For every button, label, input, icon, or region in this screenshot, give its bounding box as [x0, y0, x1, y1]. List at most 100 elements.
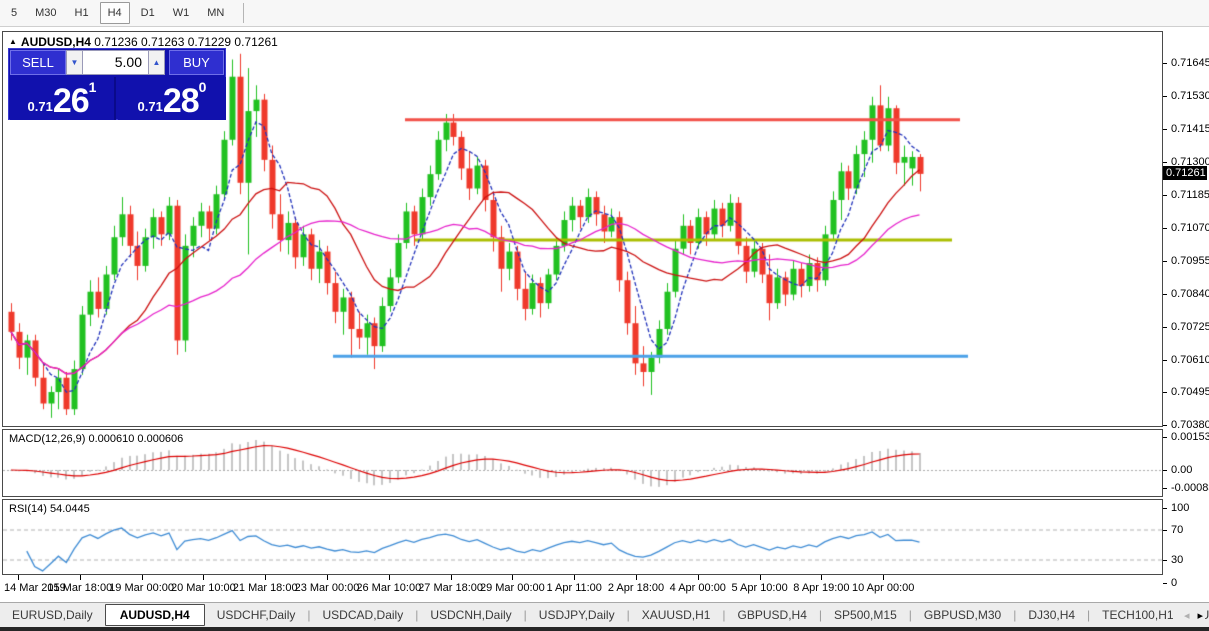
time-label: 26 Mar 10:00 [356, 582, 422, 594]
rsi-axis-label: 30 [1171, 554, 1184, 566]
chart-tab-gbpusd-h4[interactable]: GBPUSD,H4 [737, 608, 807, 622]
price-tick [1163, 425, 1167, 427]
rsi-axis-tick [1163, 560, 1167, 561]
timeframe-button-mn[interactable]: MN [207, 7, 225, 19]
time-tick [821, 575, 823, 580]
price-tick [1163, 95, 1167, 97]
time-tick [759, 575, 761, 580]
volume-decrease-button[interactable]: ▼ [66, 50, 83, 75]
rsi-label: RSI(14) 54.0445 [9, 503, 90, 515]
tab-scroll-left-icon[interactable]: ◂ [1183, 609, 1190, 622]
tab-separator: | [523, 608, 527, 622]
time-tick [636, 575, 637, 580]
timeframe-button-5[interactable]: 5 [11, 7, 18, 19]
time-tick [203, 575, 205, 580]
buy-price[interactable]: 0.71 28 0 [118, 77, 226, 120]
price-axis[interactable]: 0.71645 0.71530 0.71415 0.71300 0.71185 0.710… [1163, 28, 1209, 600]
timeframe-button-m30[interactable]: M30 [35, 7, 57, 19]
chart-tab-usdcad-daily[interactable]: USDCAD,Daily [322, 608, 404, 622]
price-tick-label: 0.70725 [1171, 320, 1209, 333]
price-tick [1163, 392, 1167, 394]
window-bottom-edge [0, 627, 1209, 631]
tab-separator: | [818, 608, 823, 622]
time-label: 29 Mar 00:00 [479, 582, 545, 594]
chart-tab-eurusd-daily[interactable]: EURUSD,Daily [12, 608, 93, 622]
time-label: 8 Apr 19:00 [793, 582, 850, 594]
price-tick-label: 0.71530 [1171, 89, 1209, 102]
chart-tab-dj30-h4[interactable]: DJ30,H4 [1028, 608, 1076, 622]
tab-separator: | [1087, 608, 1091, 622]
price-tick-label: 0.70495 [1171, 386, 1209, 399]
rsi-axis-tick [1163, 582, 1167, 584]
chart-tab-audusd-h4[interactable]: AUDUSD,H4 [104, 604, 205, 626]
price-tick-label: 0.71415 [1171, 122, 1209, 135]
chart-tab-usdcnh-daily[interactable]: USDCNH,Daily [430, 608, 512, 622]
chart-tab-usdchf-daily[interactable]: USDCHF,Daily [216, 608, 296, 622]
chart-tab-sp500-m15[interactable]: SP500,M15 [834, 608, 897, 622]
rsi-panel [2, 499, 1163, 575]
time-label: 21 Mar 18:00 [232, 582, 298, 594]
buy-price-prefix: 0.71 [137, 99, 163, 114]
price-tick [1163, 128, 1167, 130]
buy-button[interactable]: BUY [169, 50, 224, 75]
toolbar-separator [243, 3, 245, 23]
time-label: 15 Mar 18:00 [47, 582, 113, 594]
rsi-axis-label: 100 [1171, 501, 1190, 514]
time-tick [327, 575, 328, 580]
time-label: 1 Apr 11:00 [546, 582, 602, 594]
tab-separator: | [908, 608, 912, 622]
price-tick [1163, 260, 1167, 262]
price-tick-label: 0.70955 [1171, 254, 1209, 267]
time-tick [697, 575, 699, 580]
price-tick-label: 0.70840 [1171, 287, 1209, 300]
chart-ohlc-values: 0.71236 0.71263 0.71229 0.71261 [94, 35, 278, 49]
timeframe-button-w1[interactable]: W1 [172, 7, 190, 19]
time-label: 5 Apr 10:00 [731, 582, 788, 594]
volume-input[interactable]: 5.00 [83, 50, 148, 75]
sell-price-prefix: 0.71 [27, 99, 53, 114]
rsi-axis-label: 70 [1171, 524, 1184, 536]
tab-separator: | [307, 608, 311, 622]
rsi-axis-tick [1163, 507, 1167, 509]
tab-separator: | [415, 608, 419, 622]
price-tick [1163, 326, 1167, 328]
time-label: 20 Mar 10:00 [170, 582, 236, 594]
time-tick [450, 575, 452, 580]
timeframe-button-h4[interactable]: H4 [99, 2, 130, 24]
tab-separator: | [626, 608, 630, 622]
price-tick-label: 0.71645 [1171, 56, 1209, 69]
tab-scroll-right-icon[interactable]: ▸ [1197, 609, 1203, 622]
macd-axis-tick [1163, 437, 1167, 438]
chart-tab-tech100-h1[interactable]: TECH100,H1 [1102, 608, 1174, 622]
time-label: 14 Mar 2019 [4, 582, 66, 594]
price-tick [1163, 227, 1167, 229]
rsi-canvas[interactable] [3, 500, 1162, 574]
tab-scroll-arrows: ◂ ▸ [1181, 603, 1205, 627]
price-tick [1163, 359, 1167, 361]
sell-button[interactable]: SELL [10, 50, 66, 75]
timeframe-button-d1[interactable]: D1 [140, 7, 155, 19]
macd-axis-label: 0.00 [1171, 464, 1193, 476]
timeframe-toolbar: 5 M30 H1 H4 D1 W1 MN [0, 0, 1209, 27]
time-label: 19 Mar 00:00 [109, 582, 175, 594]
price-tick [1163, 194, 1167, 196]
price-tick-label: 0.70380 [1171, 419, 1209, 432]
chart-tab-usdjpy-daily[interactable]: USDJPY,Daily [538, 608, 615, 622]
volume-increase-button[interactable]: ▲ [148, 50, 165, 75]
rsi-axis-tick [1163, 530, 1167, 531]
time-tick [141, 575, 143, 580]
time-axis[interactable]: 14 Mar 2019 15 Mar 18:00 19 Mar 00:00 20 Ma… [2, 575, 1163, 602]
macd-panel [2, 429, 1163, 497]
price-tick-label: 0.71185 [1171, 188, 1209, 201]
sell-price[interactable]: 0.71 26 1 [10, 77, 116, 120]
time-label: 2 Apr 18:00 [607, 582, 665, 594]
timeframe-button-h1[interactable]: H1 [74, 7, 89, 19]
chart-tab-gbpusd-m30[interactable]: GBPUSD,M30 [923, 608, 1002, 622]
time-tick [512, 575, 514, 580]
macd-label: MACD(12,26,9) 0.000610 0.000606 [9, 433, 184, 445]
time-label: 27 Mar 18:00 [418, 582, 484, 594]
macd-canvas[interactable] [3, 430, 1162, 496]
time-label: 10 Apr 00:00 [851, 582, 915, 594]
sell-price-pip: 1 [88, 79, 97, 95]
chart-tab-xauusd-h1[interactable]: XAUUSD,H1 [641, 608, 711, 622]
